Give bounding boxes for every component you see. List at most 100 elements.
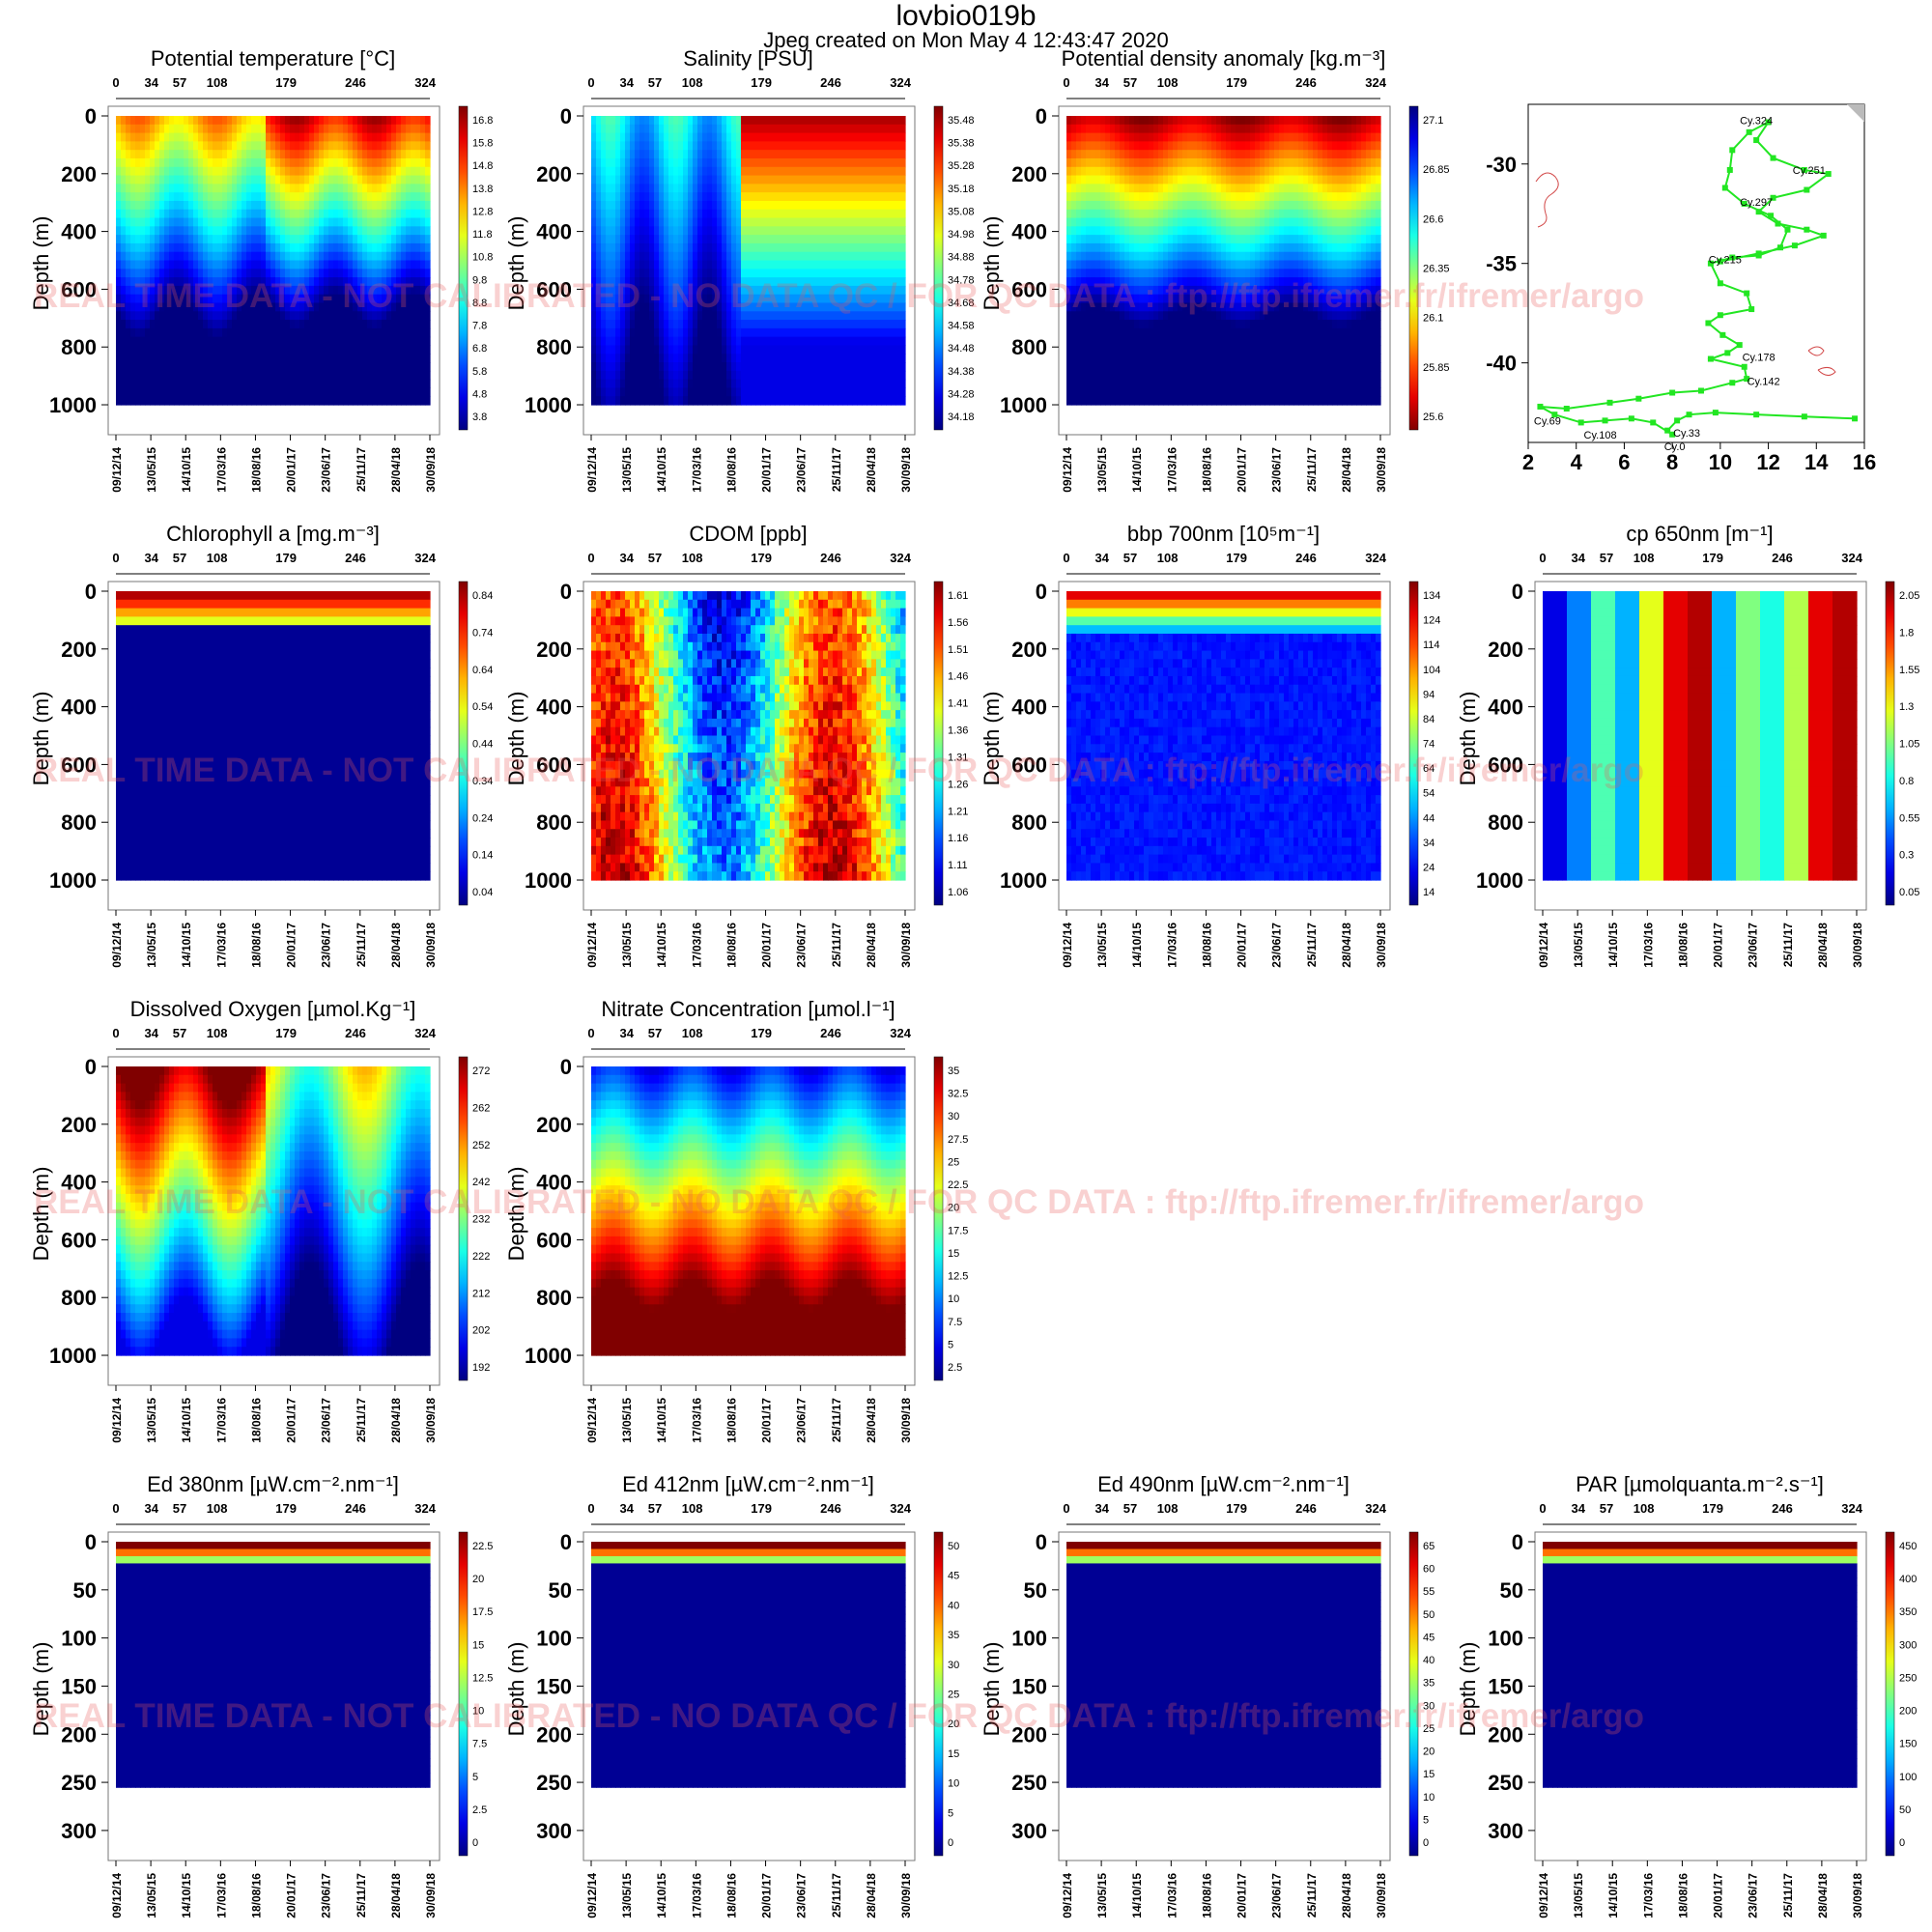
heatmap-cell <box>809 302 814 311</box>
heatmap-cell <box>295 116 300 125</box>
heatmap-cell <box>411 362 416 371</box>
heatmap-cell <box>377 201 383 210</box>
heatmap-cell <box>673 295 679 303</box>
heatmap-cell <box>668 328 674 337</box>
heatmap-cell <box>203 243 209 252</box>
heatmap-cell <box>150 337 156 346</box>
heatmap-cell <box>702 380 708 388</box>
heatmap-cell <box>775 210 781 218</box>
heatmap-cell <box>135 396 141 405</box>
heatmap-cell <box>232 150 238 158</box>
heatmap-cell <box>130 345 136 354</box>
heatmap-cell <box>251 380 257 388</box>
heatmap-cell <box>227 210 233 218</box>
heatmap-cell <box>799 141 805 150</box>
heatmap-cell <box>736 396 742 405</box>
heatmap-cell <box>179 141 185 150</box>
heatmap-cell <box>208 345 213 354</box>
heatmap-cell <box>126 201 131 210</box>
heatmap-cell <box>420 362 426 371</box>
heatmap-cell <box>140 158 146 167</box>
heatmap-cell <box>654 380 660 388</box>
heatmap-cell <box>668 150 674 158</box>
heatmap-cell <box>688 295 694 303</box>
heatmap-cell <box>198 371 204 380</box>
heatmap-cell <box>770 158 776 167</box>
heatmap-cell <box>314 210 320 218</box>
heatmap-cell <box>620 328 626 337</box>
heatmap-cell <box>755 387 761 396</box>
heatmap-cell <box>174 320 180 328</box>
heatmap-cell <box>155 218 160 227</box>
heatmap-cell <box>630 235 636 243</box>
heatmap-cell <box>353 302 358 311</box>
heatmap-cell <box>799 158 805 167</box>
heatmap-cell <box>261 252 267 261</box>
heatmap-cell <box>285 116 291 125</box>
heatmap-cell <box>717 387 723 396</box>
heatmap-cell <box>193 176 199 185</box>
heatmap-cell <box>135 387 141 396</box>
heatmap-cell <box>222 337 228 346</box>
heatmap-cell <box>668 158 674 167</box>
heatmap-cell <box>591 380 597 388</box>
heatmap-cell <box>251 192 257 201</box>
heatmap-cell <box>644 311 650 320</box>
heatmap-cell <box>688 328 694 337</box>
heatmap-cell <box>193 167 199 176</box>
heatmap-cell <box>169 192 175 201</box>
heatmap-cell <box>333 252 339 261</box>
heatmap-cell <box>275 261 281 270</box>
heatmap-cell <box>222 125 228 133</box>
heatmap-cell <box>751 158 756 167</box>
heatmap-cell <box>789 141 795 150</box>
heatmap-cell <box>688 218 694 227</box>
heatmap-cell <box>237 328 242 337</box>
heatmap-cell <box>644 320 650 328</box>
heatmap-cell <box>726 269 732 277</box>
heatmap-cell <box>411 210 416 218</box>
heatmap-cell <box>736 380 742 388</box>
heatmap-cell <box>150 320 156 328</box>
heatmap-cell <box>635 141 640 150</box>
heatmap-cell <box>630 141 636 150</box>
heatmap-cell <box>217 125 223 133</box>
heatmap-cell <box>266 150 271 158</box>
heatmap-cell <box>751 269 756 277</box>
heatmap-cell <box>615 371 621 380</box>
heatmap-cell <box>367 277 373 286</box>
heatmap-cell <box>116 396 122 405</box>
heatmap-cell <box>818 201 824 210</box>
heatmap-cell <box>155 320 160 328</box>
heatmap-cell <box>232 396 238 405</box>
heatmap-cell <box>299 184 305 192</box>
heatmap-cell <box>770 269 776 277</box>
heatmap-cell <box>751 261 756 270</box>
heatmap-cell <box>401 295 407 303</box>
heatmap-cell <box>649 311 655 320</box>
heatmap-cell <box>712 210 718 218</box>
heatmap-cell <box>755 210 761 218</box>
heatmap-cell <box>261 243 267 252</box>
heatmap-cell <box>304 387 310 396</box>
heatmap-cell <box>382 167 387 176</box>
heatmap-cell <box>343 125 349 133</box>
heatmap-cell <box>242 141 247 150</box>
heatmap-cell <box>649 277 655 286</box>
heatmap-cell <box>372 295 378 303</box>
heatmap-cell <box>736 210 742 218</box>
heatmap-cell <box>338 252 344 261</box>
heatmap-cell <box>304 302 310 311</box>
heatmap-cell <box>275 320 281 328</box>
heatmap-cell <box>150 218 156 227</box>
heatmap-cell <box>367 252 373 261</box>
heatmap-cell <box>693 243 698 252</box>
heatmap-cell <box>611 387 616 396</box>
heatmap-cell <box>615 396 621 405</box>
heatmap-cell <box>213 210 218 218</box>
heatmap-cell <box>116 261 122 270</box>
heatmap-cell <box>333 269 339 277</box>
heatmap-cell <box>818 125 824 133</box>
heatmap-cell <box>333 371 339 380</box>
x-tick-label: 18/08/16 <box>249 447 263 493</box>
